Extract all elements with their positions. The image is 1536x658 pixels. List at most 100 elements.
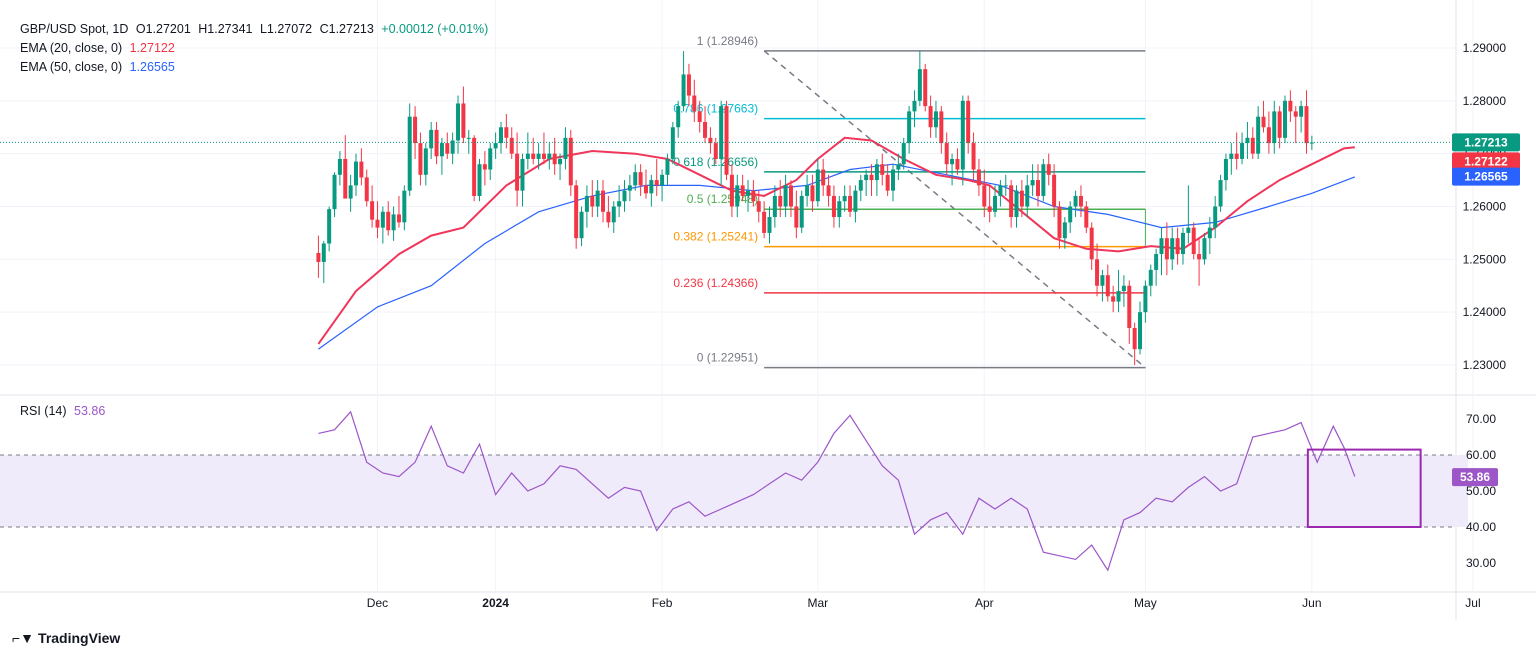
symbol-title: GBP/USD Spot, 1D (20, 22, 129, 36)
candle-body (708, 137, 713, 144)
rsi-line (318, 410, 1356, 572)
candle-body (498, 127, 503, 144)
candle-body (1213, 206, 1218, 228)
candle-body (1041, 164, 1046, 196)
price-badge (1452, 133, 1520, 152)
fib-level-label: 0.236 (1.24366) (673, 276, 758, 290)
candle-body (660, 174, 665, 186)
candle-body (1245, 137, 1250, 144)
candle-body (434, 129, 439, 157)
candle-body (493, 143, 498, 149)
candlesticks (316, 51, 1314, 365)
price-badge (1452, 167, 1520, 186)
candle-body (1261, 116, 1266, 128)
candle-body (450, 140, 455, 154)
candle-body (515, 153, 520, 191)
candle-body (1234, 153, 1239, 159)
candle-body (907, 111, 912, 144)
candle-body (880, 164, 885, 175)
candle-body (853, 190, 858, 212)
candle-body (1062, 222, 1067, 239)
candle-body (595, 190, 600, 207)
candle-body (327, 209, 332, 244)
candle-body (563, 137, 568, 159)
candle-body (1175, 238, 1180, 255)
ema50-line (318, 163, 1356, 350)
ema20-label: EMA (20, close, 0) (20, 41, 123, 55)
candle-body (1127, 285, 1132, 329)
price-badge (1452, 152, 1520, 171)
candle-body (740, 185, 745, 196)
candle-body (939, 111, 944, 144)
rsi-tick-label: 40.00 (1466, 520, 1496, 534)
candle-body (676, 106, 681, 128)
candle-body (1154, 254, 1159, 270)
candle-body (1191, 227, 1196, 255)
candle-body (837, 201, 842, 218)
candle-body (805, 185, 810, 196)
candle-body (601, 190, 606, 212)
candle-body (654, 180, 659, 186)
rsi-label: RSI (14) (20, 404, 67, 418)
candle-body (933, 111, 938, 128)
legend-rsi: RSI (14) 53.86 (20, 404, 109, 418)
candle-body (1046, 164, 1051, 175)
candle-body (643, 185, 648, 194)
candle-body (928, 106, 933, 128)
candle-body (703, 121, 708, 138)
candle-body (531, 153, 536, 159)
candle-body (1105, 275, 1110, 297)
change-value: +0.00012 (+0.01%) (381, 22, 489, 36)
high-value: H1.27341 (198, 22, 253, 36)
legend-ema50: EMA (50, close, 0) 1.26565 (20, 60, 179, 74)
price-tick-label: 1.24000 (1463, 305, 1507, 319)
fib-level-label: 0.382 (1.25241) (673, 230, 758, 244)
fib-level-label: 0 (1.22951) (697, 351, 758, 365)
candle-body (993, 195, 998, 212)
legend-main: GBP/USD Spot, 1D O1.27201 H1.27341 L1.27… (20, 22, 492, 36)
candle-body (1014, 190, 1019, 218)
candle-body (348, 185, 353, 199)
rsi-highlight-box (1306, 448, 1422, 529)
candle-body (354, 161, 358, 186)
candle-body (332, 174, 337, 210)
candle-body (762, 211, 767, 233)
candle-body (1186, 227, 1191, 233)
candle-body (606, 211, 611, 223)
candle-body (692, 95, 697, 112)
ema50-label: EMA (50, close, 0) (20, 60, 123, 74)
candle-body (429, 129, 434, 149)
fib-level-label: 0.5 (1.25948) (687, 192, 758, 206)
candle-body (590, 195, 595, 207)
candle-body (402, 190, 407, 223)
candle-body (1148, 269, 1153, 286)
candle-body (461, 103, 466, 138)
rsi-badge (1452, 468, 1498, 487)
candle-body (558, 158, 563, 165)
candle-body (1035, 180, 1040, 196)
candle-body (746, 190, 751, 196)
candle-body (858, 180, 863, 191)
candle-body (509, 137, 514, 154)
legend-ema20: EMA (20, close, 0) 1.27122 (20, 41, 179, 55)
candle-body (627, 185, 632, 191)
candle-body (407, 116, 412, 191)
candle-body (337, 158, 342, 175)
candle-body (359, 161, 364, 178)
candle-body (966, 100, 971, 144)
candle-body (670, 127, 675, 159)
price-tick-label: 1.26000 (1463, 200, 1507, 214)
candle-body (445, 143, 450, 154)
axes: 1.290001.280001.270001.260001.250001.240… (0, 41, 1520, 610)
time-tick-label: May (1134, 596, 1157, 610)
candle-body (1089, 227, 1094, 260)
candle-body (574, 185, 579, 239)
candle-body (649, 180, 654, 194)
tradingview-brand[interactable]: ⌐▼ TradingView (12, 630, 120, 646)
candle-body (482, 164, 487, 170)
candle-body (1003, 185, 1008, 187)
candle-body (1116, 291, 1121, 302)
fib-level-label: 1 (1.28946) (697, 34, 758, 48)
price-tick-label: 1.28000 (1463, 94, 1507, 108)
